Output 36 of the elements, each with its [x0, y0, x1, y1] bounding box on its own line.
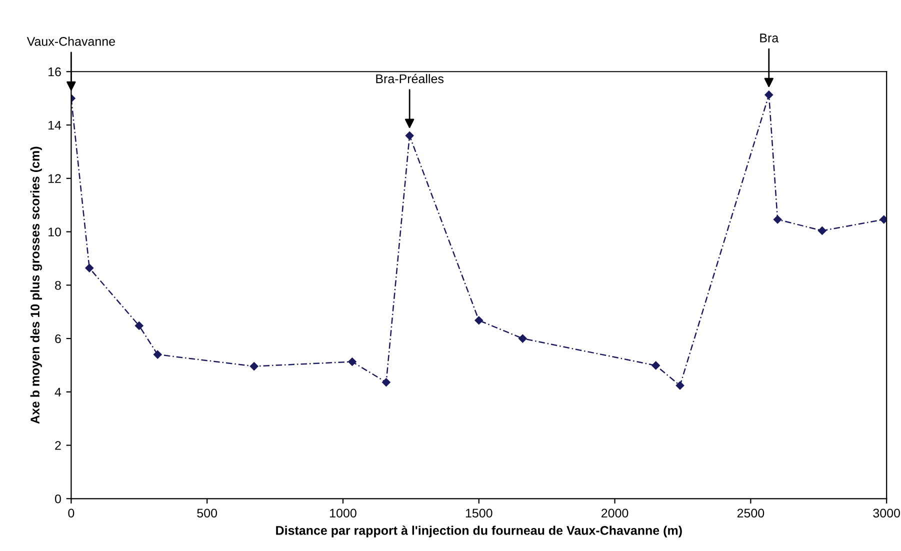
y-tick-label: 2	[55, 441, 61, 450]
y-tick-label: 8	[55, 280, 61, 290]
point	[818, 226, 826, 235]
x-tick-label: 3000	[873, 508, 900, 518]
point	[405, 132, 414, 140]
y-tick-label: 0	[54, 494, 61, 504]
x-tick-label: 0	[68, 508, 74, 518]
point	[518, 334, 527, 343]
point	[773, 215, 782, 224]
point	[250, 362, 258, 370]
point	[474, 316, 484, 325]
point	[764, 90, 774, 99]
x-tick-label: 1500	[466, 508, 492, 518]
point	[85, 264, 94, 272]
point	[382, 378, 390, 386]
x-tick-label: 2000	[602, 508, 628, 518]
y-tick-label: 10	[48, 228, 61, 236]
y-tick-label: 6	[55, 334, 61, 344]
point	[880, 215, 887, 224]
y-tick-label: 4	[54, 388, 62, 396]
y-axis-title: Axe b moyen des 10 plus grosses scories (cm)	[30, 146, 42, 424]
point	[676, 381, 684, 390]
y-tick-label: 12	[48, 174, 61, 183]
x-tick-label: 500	[197, 508, 218, 518]
annotation: Vaux-Chavanne	[26, 36, 115, 46]
point	[348, 358, 356, 366]
x-tick-label: 2500	[737, 508, 764, 518]
y-tick-label: 14	[48, 120, 62, 130]
point	[652, 361, 660, 370]
x-tick-label: 1000	[330, 508, 356, 518]
annotation: Bra	[760, 34, 779, 42]
point	[134, 322, 144, 330]
annotation: Bra-Préalles	[376, 74, 444, 84]
x-axis-title: Distance par rapport à l'injection du fourneau de Vaux-Chavanne (m)	[276, 526, 682, 538]
point	[153, 350, 162, 359]
y-tick-label: 16	[48, 67, 61, 76]
